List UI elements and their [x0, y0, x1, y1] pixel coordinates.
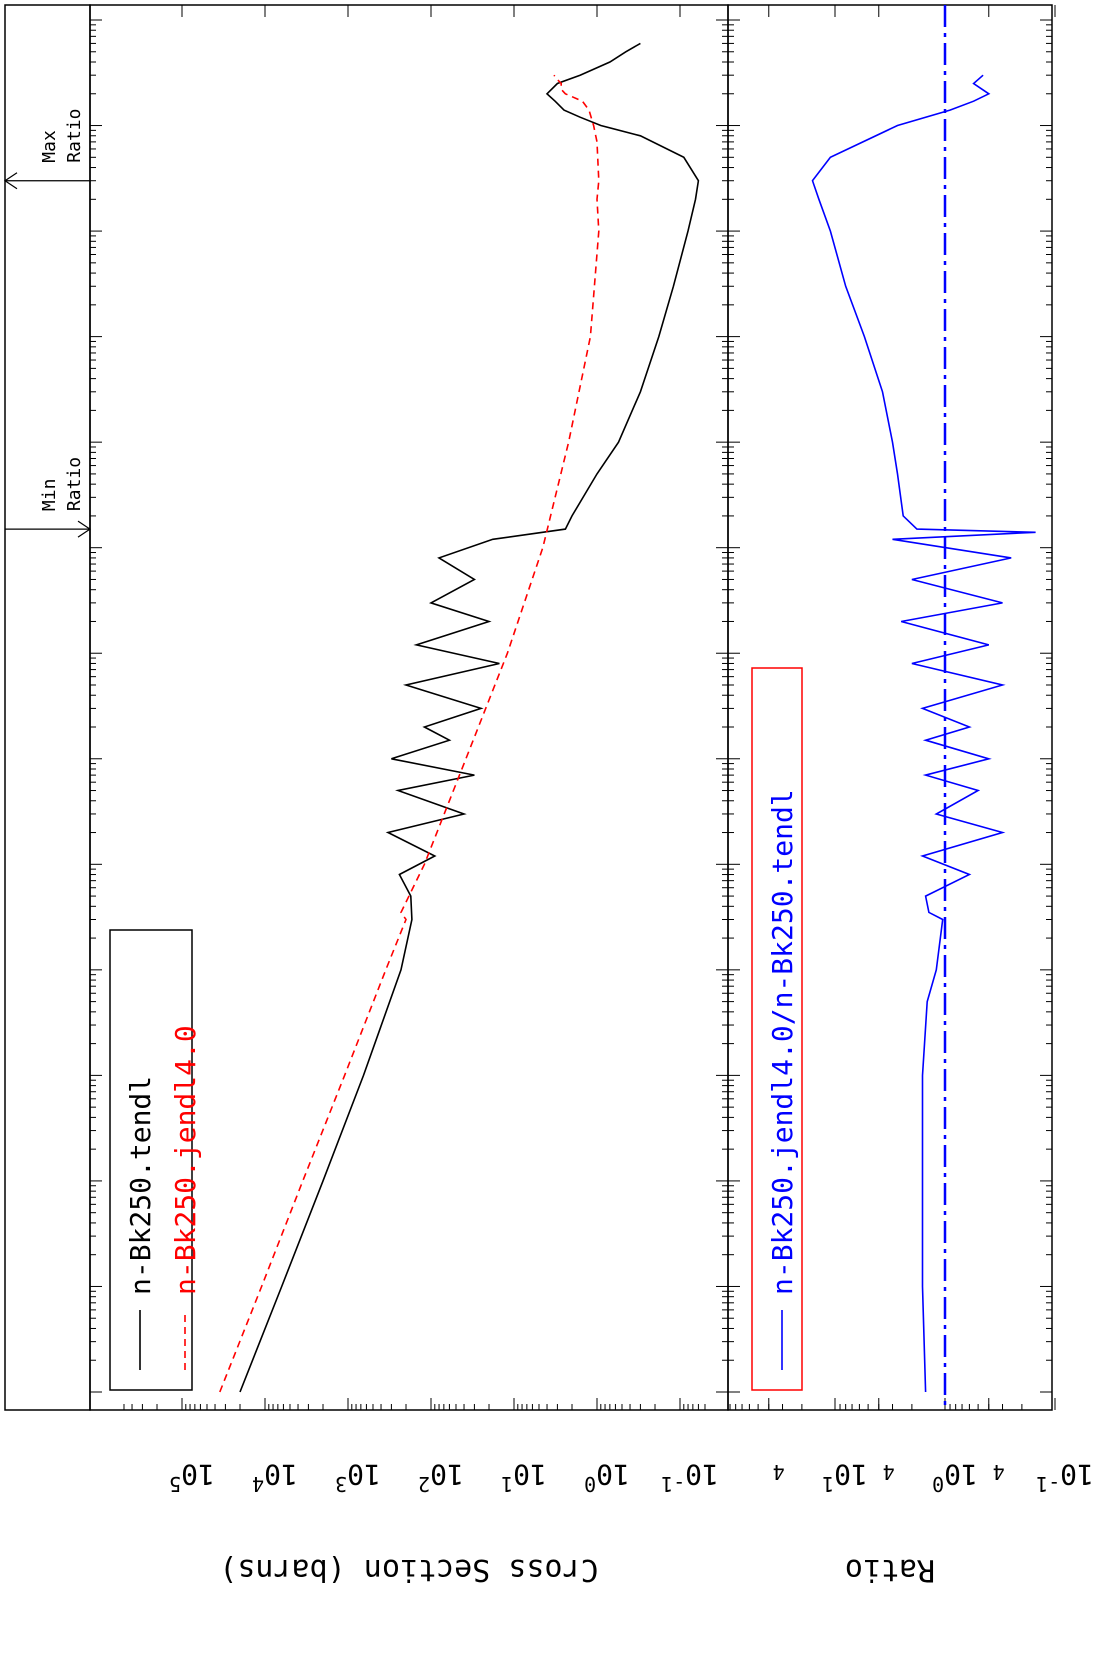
legend-box: [109, 929, 193, 1391]
legend-entry: n-Bk250.jendl4.0: [169, 1025, 202, 1295]
cross-section-axis-label: Cross Section (barns): [219, 1552, 598, 1587]
series-jendl-line: [219, 74, 600, 1393]
max-ratio-arrow: [3, 172, 18, 190]
ratio-frame: [727, 4, 1053, 1411]
cross-section-axis-tick-label: 102: [418, 1458, 464, 1496]
cross-section-axis-tick-label: 103: [335, 1458, 381, 1496]
max-ratio-label-2: Ratio: [64, 109, 85, 163]
max-ratio-label-1: Max: [39, 130, 60, 163]
min-ratio-label-1: Min: [39, 479, 60, 512]
cross-section-axis-tick-label: 104: [252, 1458, 298, 1496]
cross-section-axis-tick-label: 101: [501, 1458, 547, 1496]
ratio-axis-tick-label: 101: [822, 1458, 868, 1496]
ratio-legend-entry: n-Bk250.jendl4.0/n-Bk250.tendl: [766, 789, 799, 1295]
ratio-axis-tick-label: 4: [773, 1460, 785, 1484]
ratio-axis-tick-label: 4: [993, 1460, 1005, 1484]
ratio-panel: 4 101 4 100 4 10-1 Ratio n-Bk250.jendl4.0/n-Bk2…: [727, 4, 1094, 1587]
ratio-axis-tick-label: 100: [932, 1458, 978, 1496]
ratio-axis-tick-label: 10-1: [1036, 1458, 1094, 1496]
cross-section-axis-tick-label: 100: [584, 1458, 630, 1496]
ratio-axis-label: Ratio: [845, 1552, 935, 1587]
series-tendl-line: [239, 42, 700, 1393]
cross-section-axis-tick-label: 10-1: [661, 1458, 719, 1496]
min-ratio-label-2: Ratio: [64, 457, 85, 511]
cross-section-panel: 105 104 103 102 101 100 10-1 Cross Section (bar…: [89, 4, 729, 1587]
legend-entry: n-Bk250.tendl: [124, 1076, 157, 1295]
cross-section-axis-tick-label: 105: [169, 1458, 215, 1496]
annotation-frame: [4, 4, 91, 1411]
min-ratio-arrow: [77, 520, 92, 538]
ratio-legend-box: [751, 667, 803, 1391]
ratio-axis-tick-label: 4: [883, 1460, 895, 1484]
series-ratio-line: [811, 74, 1036, 1393]
